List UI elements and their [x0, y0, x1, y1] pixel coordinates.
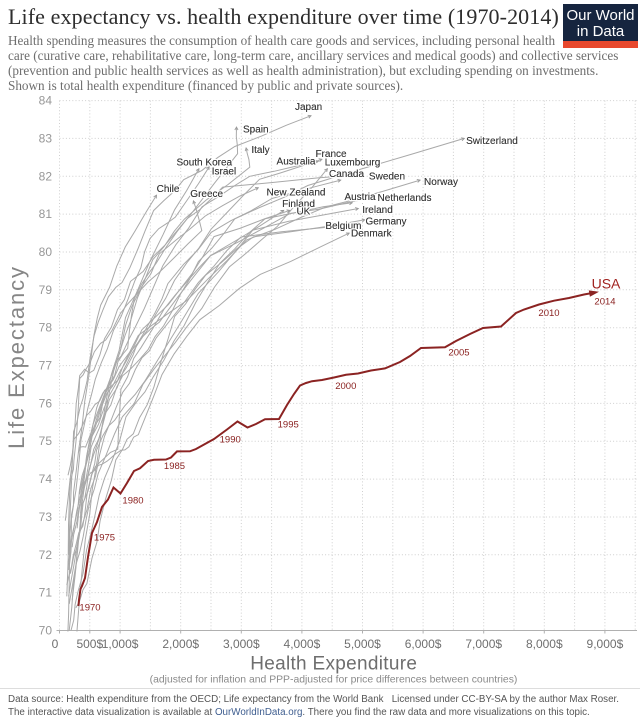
svg-text:2,000$: 2,000$ — [162, 637, 199, 651]
svg-text:Belgium: Belgium — [325, 221, 361, 232]
svg-text:3,000$: 3,000$ — [223, 637, 260, 651]
svg-text:Austria: Austria — [344, 192, 376, 203]
svg-text:Luxembourg: Luxembourg — [325, 157, 381, 168]
svg-text:1975: 1975 — [94, 532, 115, 543]
svg-text:2005: 2005 — [448, 348, 469, 359]
svg-text:6,000$: 6,000$ — [405, 637, 442, 651]
svg-text:79: 79 — [39, 283, 53, 297]
svg-text:Australia: Australia — [277, 156, 316, 167]
svg-text:Ireland: Ireland — [362, 205, 393, 216]
svg-text:UK: UK — [296, 207, 310, 218]
svg-text:Switzerland: Switzerland — [466, 136, 518, 147]
svg-text:Luxembourg: Luxembourg — [325, 157, 381, 168]
svg-text:5,000$: 5,000$ — [344, 637, 381, 651]
svg-text:Netherlands: Netherlands — [378, 193, 432, 204]
svg-text:70: 70 — [39, 624, 53, 638]
svg-text:USA: USA — [592, 276, 621, 292]
svg-text:Belgium: Belgium — [325, 221, 361, 232]
svg-text:71: 71 — [39, 586, 53, 600]
svg-text:Finland: Finland — [282, 199, 315, 210]
svg-text:New Zealand: New Zealand — [267, 187, 326, 198]
svg-text:1995: 1995 — [278, 420, 299, 431]
svg-text:Greece: Greece — [190, 189, 223, 200]
svg-text:76: 76 — [39, 396, 53, 410]
svg-text:Greece: Greece — [190, 189, 223, 200]
svg-text:New Zealand: New Zealand — [267, 187, 326, 198]
svg-text:Netherlands: Netherlands — [378, 193, 432, 204]
svg-text:Canada: Canada — [329, 169, 364, 180]
svg-text:Denmark: Denmark — [351, 229, 393, 240]
svg-text:500$: 500$ — [76, 637, 103, 651]
svg-text:83: 83 — [39, 131, 53, 145]
svg-text:Israel: Israel — [212, 166, 236, 177]
svg-text:Life Expectancy: Life Expectancy — [4, 265, 29, 449]
svg-text:Switzerland: Switzerland — [466, 136, 518, 147]
svg-text:9,000$: 9,000$ — [587, 637, 624, 651]
svg-text:Sweden: Sweden — [369, 171, 405, 182]
svg-text:2000: 2000 — [335, 381, 356, 392]
svg-text:72: 72 — [39, 548, 53, 562]
svg-text:81: 81 — [39, 207, 53, 221]
svg-text:78: 78 — [39, 321, 53, 335]
svg-text:Sweden: Sweden — [369, 171, 405, 182]
svg-text:(adjusted for inflation and PP: (adjusted for inflation and PPP-adjusted… — [150, 675, 518, 686]
svg-text:Australia: Australia — [277, 156, 316, 167]
svg-text:Norway: Norway — [424, 177, 458, 188]
svg-text:1980: 1980 — [122, 496, 143, 507]
svg-text:South Korea: South Korea — [176, 157, 232, 168]
svg-text:Ireland: Ireland — [362, 205, 393, 216]
svg-text:Denmark: Denmark — [351, 229, 393, 240]
svg-text:Health Expenditure: Health Expenditure — [250, 654, 417, 675]
svg-text:Germany: Germany — [365, 216, 406, 227]
svg-text:75: 75 — [39, 434, 53, 448]
svg-text:1,000$: 1,000$ — [102, 637, 139, 651]
svg-text:2010: 2010 — [538, 308, 559, 319]
svg-text:2014: 2014 — [594, 297, 615, 308]
svg-text:4,000$: 4,000$ — [284, 637, 321, 651]
svg-text:Canada: Canada — [329, 169, 364, 180]
svg-text:Israel: Israel — [212, 166, 236, 177]
svg-text:7,000$: 7,000$ — [465, 637, 502, 651]
svg-text:Chile: Chile — [157, 184, 180, 195]
svg-text:82: 82 — [39, 169, 53, 183]
svg-text:France: France — [315, 149, 347, 160]
svg-text:8,000$: 8,000$ — [526, 637, 563, 651]
svg-text:South Korea: South Korea — [176, 157, 232, 168]
svg-text:Italy: Italy — [251, 145, 269, 156]
svg-text:Japan: Japan — [295, 102, 322, 113]
svg-text:1970: 1970 — [79, 603, 100, 614]
svg-text:1985: 1985 — [164, 461, 185, 472]
svg-text:73: 73 — [39, 510, 53, 524]
svg-text:Norway: Norway — [424, 177, 458, 188]
svg-text:84: 84 — [39, 94, 53, 108]
svg-text:1990: 1990 — [220, 435, 241, 446]
svg-text:Finland: Finland — [282, 199, 315, 210]
svg-text:77: 77 — [39, 359, 53, 373]
svg-text:Austria: Austria — [344, 192, 376, 203]
svg-text:80: 80 — [39, 245, 53, 259]
svg-text:UK: UK — [296, 207, 310, 218]
svg-text:France: France — [315, 149, 347, 160]
svg-text:Spain: Spain — [243, 124, 269, 135]
svg-text:0: 0 — [52, 637, 59, 651]
svg-text:Germany: Germany — [365, 216, 406, 227]
svg-text:Spain: Spain — [243, 124, 269, 135]
svg-text:Italy: Italy — [251, 145, 269, 156]
svg-text:Chile: Chile — [157, 184, 180, 195]
svg-text:74: 74 — [39, 472, 53, 486]
svg-text:Japan: Japan — [295, 102, 322, 113]
